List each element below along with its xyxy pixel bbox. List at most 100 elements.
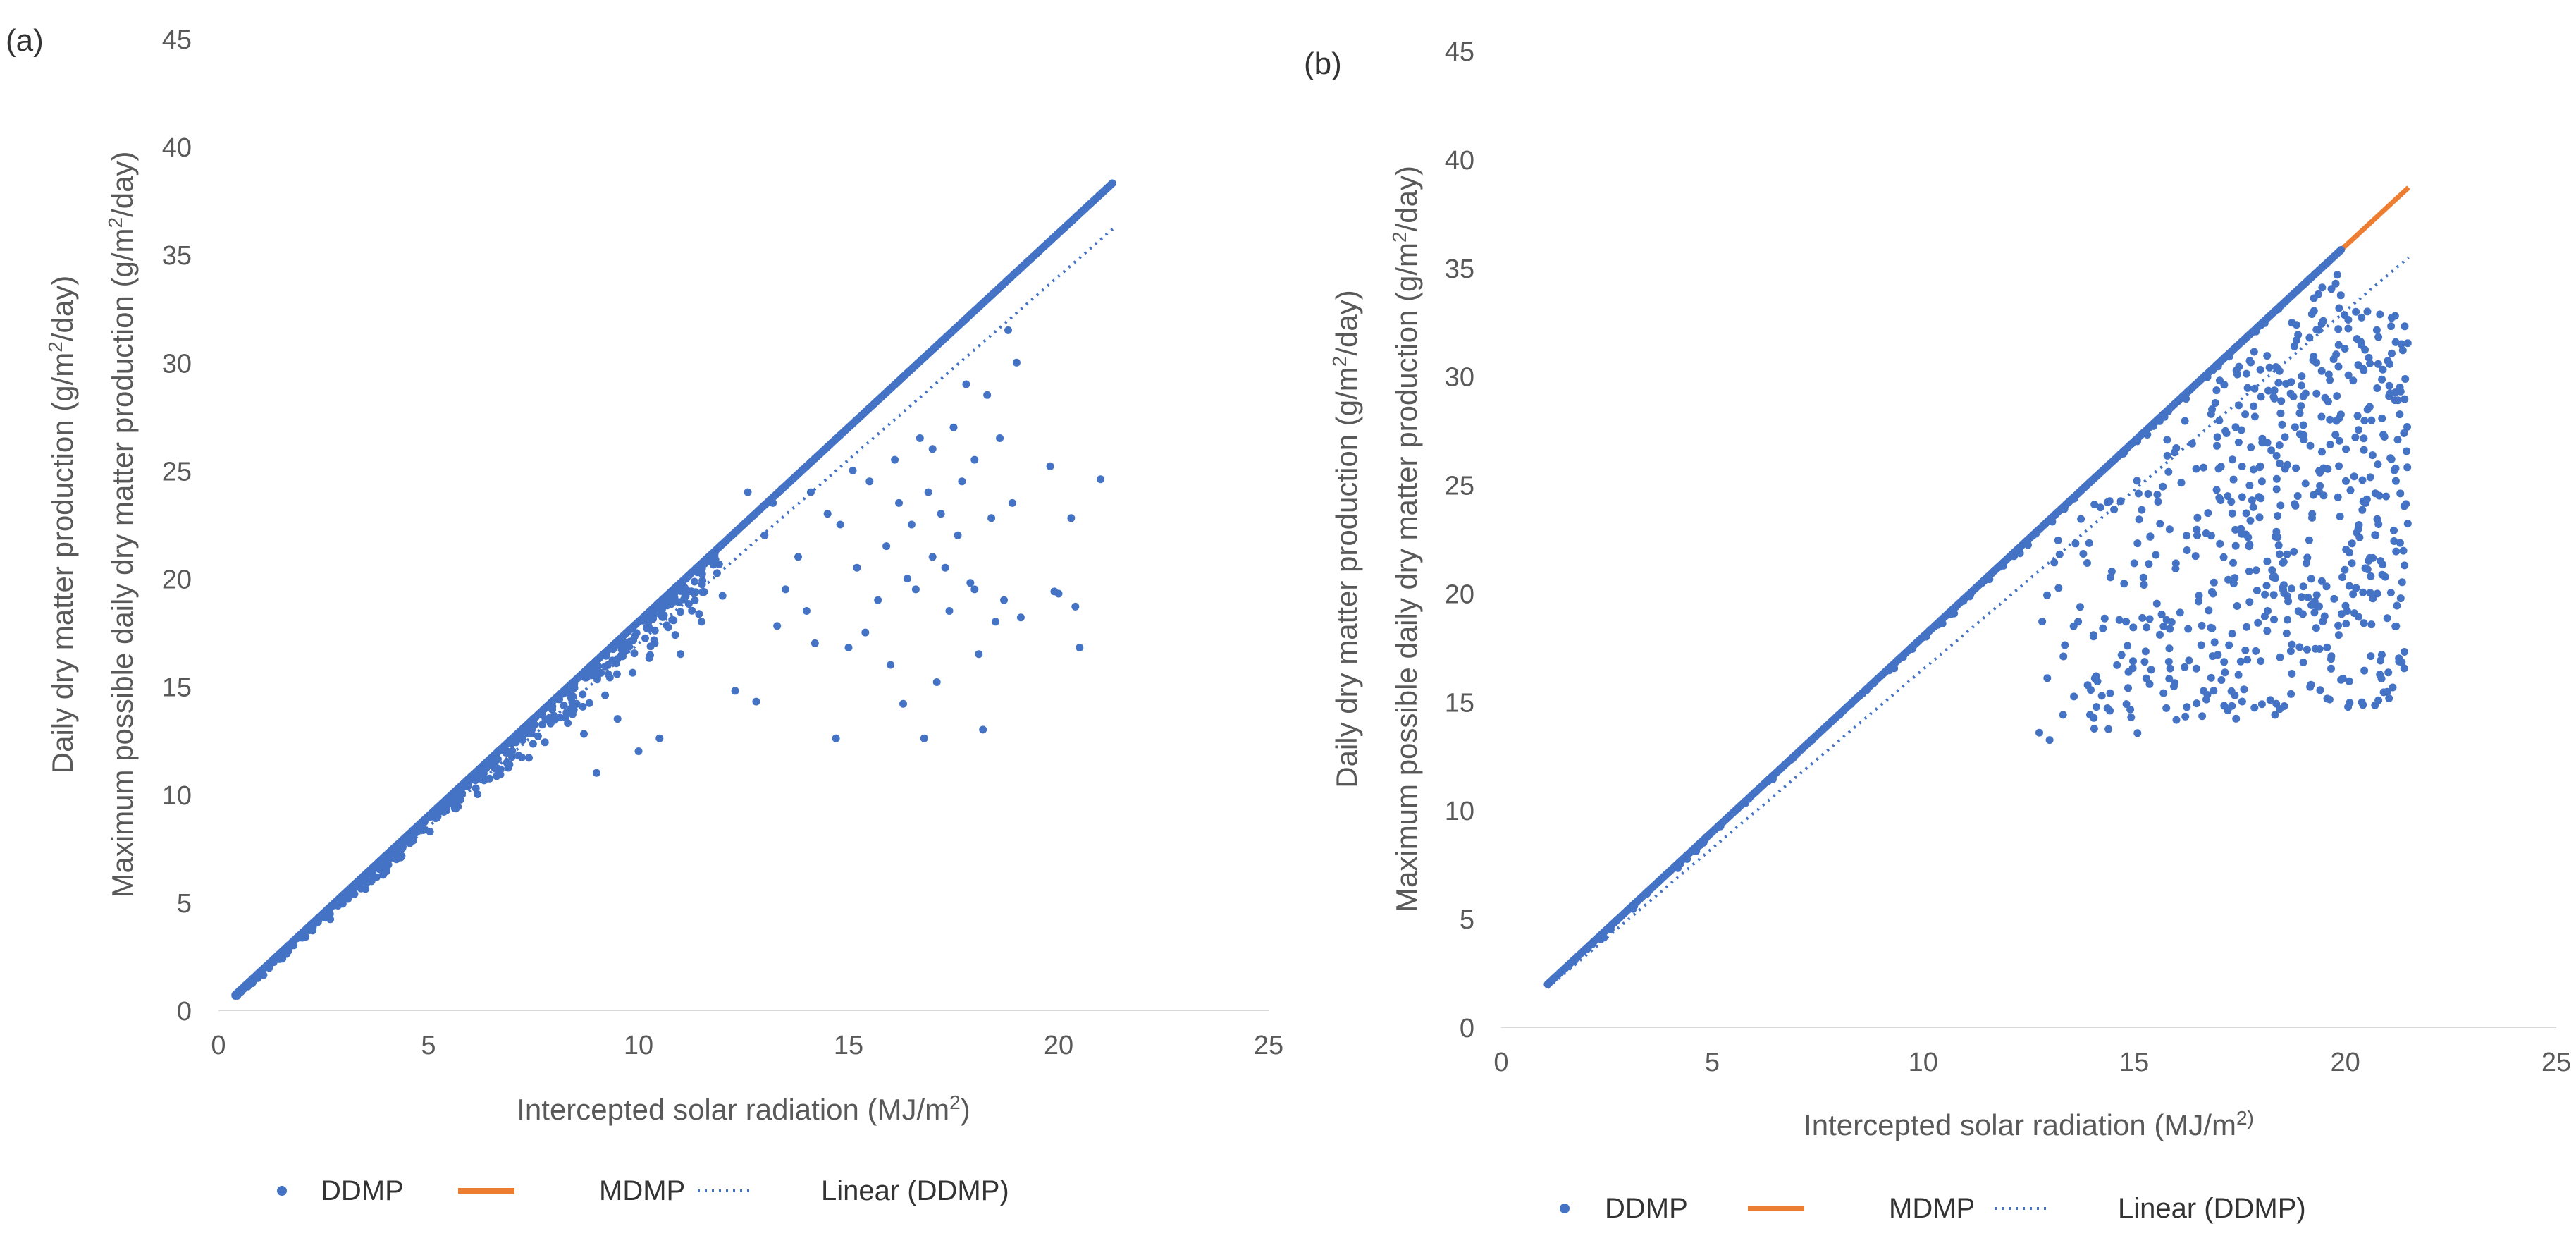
ddmp-point xyxy=(2129,623,2138,632)
ddmp-point xyxy=(2353,335,2361,343)
ddmp-point xyxy=(2129,657,2137,666)
ddmp-point xyxy=(928,445,937,453)
ddmp-point xyxy=(2281,465,2289,473)
ddmp-point xyxy=(2278,420,2286,429)
ddmp-point xyxy=(568,698,577,706)
ddmp-point xyxy=(679,595,688,604)
ddmp-point xyxy=(2322,582,2331,591)
ddmp-point xyxy=(731,687,739,695)
ddmp-point xyxy=(1645,886,1653,895)
ddmp-point xyxy=(2398,346,2407,355)
ddmp-point xyxy=(2334,631,2343,639)
ddmp-point xyxy=(2260,612,2269,620)
ddmp-point xyxy=(314,917,321,925)
ddmp-point xyxy=(2128,664,2137,673)
y-tick-label: 25 xyxy=(1445,472,1474,501)
ddmp-point xyxy=(2298,593,2306,601)
ddmp-point xyxy=(2245,567,2253,575)
ddmp-point xyxy=(664,623,672,632)
ddmp-point xyxy=(983,391,992,399)
ddmp-point xyxy=(2327,655,2335,663)
ddmp-point xyxy=(386,854,395,862)
ddmp-point xyxy=(2182,395,2190,403)
x-tick-label: 15 xyxy=(2119,1048,2149,1077)
ddmp-point xyxy=(2387,314,2396,322)
ddmp-point xyxy=(2263,557,2272,565)
ddmp-point xyxy=(2351,433,2360,441)
ddmp-point xyxy=(2247,358,2255,367)
ddmp-point xyxy=(2338,674,2347,682)
ddmp-point xyxy=(613,715,622,723)
ddmp-point xyxy=(2138,506,2146,514)
ddmp-point xyxy=(2315,602,2323,611)
ddmp-point xyxy=(2193,525,2201,534)
ddmp-point xyxy=(1570,957,1578,965)
ddmp-point xyxy=(2240,685,2248,694)
ddmp-point xyxy=(2393,601,2401,610)
ddmp-point xyxy=(2186,385,2195,393)
ddmp-point xyxy=(2207,588,2216,596)
ddmp-point xyxy=(2299,659,2307,666)
ddmp-point xyxy=(2059,652,2068,661)
ddmp-point xyxy=(2146,532,2155,541)
ddmp-point xyxy=(2065,498,2073,506)
ddmp-point xyxy=(2318,283,2327,292)
ddmp-point xyxy=(2357,341,2365,349)
ddmp-point xyxy=(2192,465,2200,473)
ddmp-point xyxy=(713,569,721,577)
ddmp-point xyxy=(2083,559,2091,567)
ddmp-point xyxy=(2140,580,2148,589)
ddmp-point xyxy=(2289,393,2298,401)
ddmp-point xyxy=(2355,521,2363,529)
ddmp-point xyxy=(569,706,577,714)
ddmp-point xyxy=(2233,370,2241,379)
ddmp-point xyxy=(2207,410,2215,418)
ddmp-point xyxy=(2181,417,2189,425)
ddmp-point xyxy=(2371,489,2379,498)
ddmp-point xyxy=(2398,578,2406,587)
legend-label: MDMP xyxy=(1889,1193,1975,1224)
ddmp-point xyxy=(2290,342,2298,350)
chart-panel-a: (a) 0 5 10 15 20 25 0 5 10 15 20 25 30 35 40 45 Intercept… xyxy=(6,23,1283,1206)
ddmp-point xyxy=(691,566,700,575)
ddmp-point xyxy=(2185,656,2193,665)
ddmp-point xyxy=(2145,560,2153,568)
ddmp-point xyxy=(2373,384,2381,392)
ddmp-point xyxy=(2106,689,2114,697)
ddmp-point xyxy=(655,734,664,742)
ddmp-point xyxy=(1835,711,1844,719)
ddmp-point xyxy=(744,488,752,496)
ddmp-point xyxy=(2396,594,2405,603)
ddmp-point xyxy=(2362,495,2371,503)
y-tick-label: 5 xyxy=(1460,905,1474,935)
y-tick-label: 25 xyxy=(162,457,192,486)
ddmp-point xyxy=(2252,566,2260,575)
ddmp-point xyxy=(602,651,610,660)
ddmp-point xyxy=(2059,711,2067,719)
ddmp-point xyxy=(2117,651,2126,659)
ddmp-point xyxy=(2275,550,2284,558)
ddmp-point xyxy=(2138,613,2147,622)
ddmp-point xyxy=(2133,729,2142,737)
ddmp-point xyxy=(2159,623,2168,630)
ddmp-point xyxy=(874,596,882,604)
ddmp-point xyxy=(2373,589,2381,598)
ddmp-point xyxy=(2085,539,2093,547)
ddmp-point xyxy=(2165,525,2174,534)
ddmp-point xyxy=(2165,675,2174,683)
ddmp-point xyxy=(2153,491,2162,498)
ddmp-point xyxy=(2345,582,2353,590)
ddmp-point xyxy=(2287,690,2295,698)
ddmp-point xyxy=(760,531,769,539)
ddmp-point xyxy=(2374,696,2383,704)
ddmp-point xyxy=(2229,558,2237,567)
ddmp-point xyxy=(1097,475,1105,484)
ddmp-point xyxy=(321,910,330,919)
ddmp-point xyxy=(493,772,501,780)
ddmp-point xyxy=(2282,629,2291,637)
ddmp-point xyxy=(2127,713,2136,721)
ddmp-point xyxy=(1980,576,1989,584)
ddmp-point xyxy=(2390,526,2398,534)
ddmp-point xyxy=(773,622,782,630)
ddmp-point xyxy=(443,795,451,804)
